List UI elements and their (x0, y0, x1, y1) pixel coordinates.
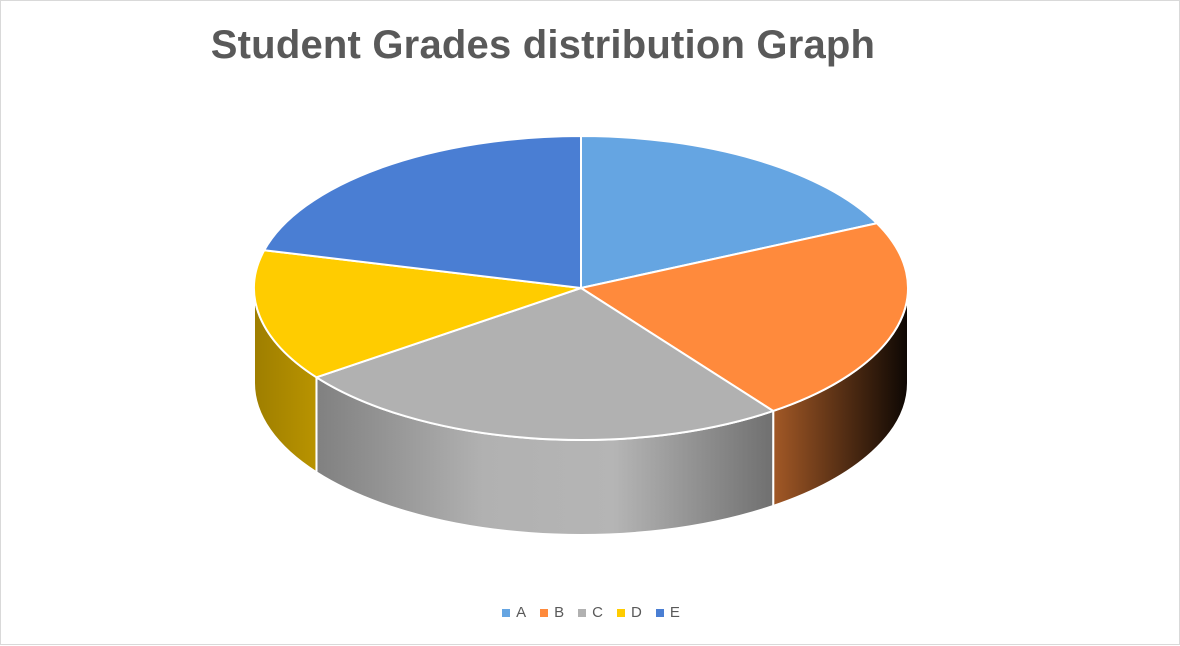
legend-item-e[interactable]: E (655, 604, 680, 621)
chart-title: Student Grades distribution Graph (210, 23, 876, 67)
legend-swatch (540, 608, 549, 617)
legend: A B C D E (1, 604, 1180, 621)
pie-slice-a[interactable] (580, 135, 878, 289)
legend-item-a[interactable]: A (502, 604, 526, 621)
pie-slice-d[interactable] (253, 249, 582, 379)
pie-slice-c[interactable] (315, 287, 775, 442)
legend-item-c[interactable]: C (578, 604, 603, 621)
legend-swatch (617, 608, 625, 617)
legend-swatch (502, 608, 511, 617)
pie-tops (253, 135, 909, 442)
pie-sides (253, 287, 909, 537)
pie-slice-e[interactable] (263, 135, 582, 289)
legend-item-d[interactable]: D (617, 604, 642, 621)
legend-label: E (669, 604, 680, 621)
legend-label: B (554, 604, 565, 621)
legend-label: D (631, 604, 642, 621)
legend-label: A (516, 604, 527, 621)
legend-label: C (592, 604, 603, 621)
pie-slice-b[interactable] (580, 222, 909, 412)
legend-swatch (655, 608, 664, 617)
legend-swatch (578, 608, 587, 617)
legend-item-b[interactable]: B (540, 604, 564, 621)
